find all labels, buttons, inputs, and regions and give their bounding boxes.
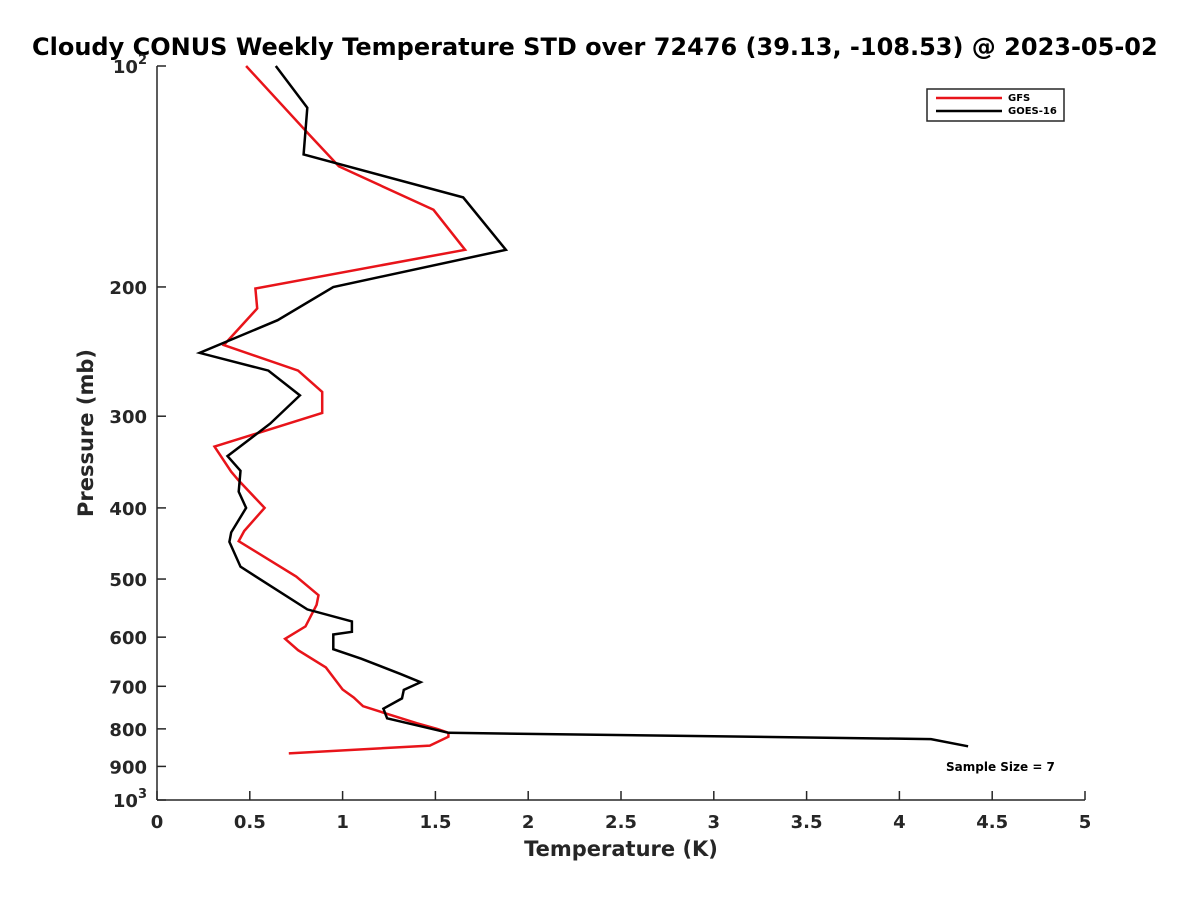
sample-size-annotation: Sample Size = 7 [946, 760, 1055, 774]
y-tick-label: 102 [113, 53, 147, 78]
y-tick-label: 900 [109, 757, 147, 778]
x-tick-label: 4.5 [976, 812, 1008, 833]
y-tick-label: 300 [109, 407, 147, 428]
y-axis-label: Pressure (mb) [74, 349, 98, 517]
chart-title: Cloudy CONUS Weekly Temperature STD over… [32, 33, 1158, 61]
y-tick-base: 10 [113, 57, 138, 78]
y-tick-label: 103 [113, 787, 147, 812]
x-tick-label: 1.5 [419, 812, 451, 833]
y-tick-exponent: 3 [138, 787, 147, 802]
legend-label-goes16: GOES-16 [1008, 106, 1057, 117]
x-tick-label: 0.5 [234, 812, 266, 833]
series-gfs [212, 65, 468, 755]
y-tick-label: 800 [109, 720, 147, 741]
series-lines [195, 65, 969, 755]
y-tick-exponent: 2 [138, 53, 147, 68]
x-ticks: 0 0.5 1 1.5 2 2.5 3 3.5 4 4.5 5 [151, 791, 1092, 833]
x-tick-label: 5 [1079, 812, 1092, 833]
x-axis-label: Temperature (K) [524, 837, 718, 861]
y-tick-label: 200 [109, 278, 147, 299]
x-tick-label: 1 [336, 812, 349, 833]
series-goes-16 [195, 65, 969, 748]
y-tick-base: 10 [113, 791, 138, 812]
plot-area: 0 0.5 1 1.5 2 2.5 3 3.5 4 4.5 5 102200300400500600… [109, 53, 1091, 833]
x-tick-label: 2 [522, 812, 535, 833]
legend-label-gfs: GFS [1008, 93, 1030, 104]
y-tick-label: 700 [109, 677, 147, 698]
series-line [212, 65, 468, 755]
x-tick-label: 4 [893, 812, 906, 833]
x-tick-label: 3.5 [791, 812, 823, 833]
y-tick-label: 500 [109, 570, 147, 591]
legend: GFS GOES-16 [926, 88, 1065, 122]
series-line [195, 65, 969, 748]
y-tick-label: 600 [109, 628, 147, 649]
x-tick-label: 2.5 [605, 812, 637, 833]
x-tick-label: 3 [708, 812, 721, 833]
legend-box [926, 88, 1065, 122]
x-tick-label: 0 [151, 812, 164, 833]
y-tick-label: 400 [109, 499, 147, 520]
